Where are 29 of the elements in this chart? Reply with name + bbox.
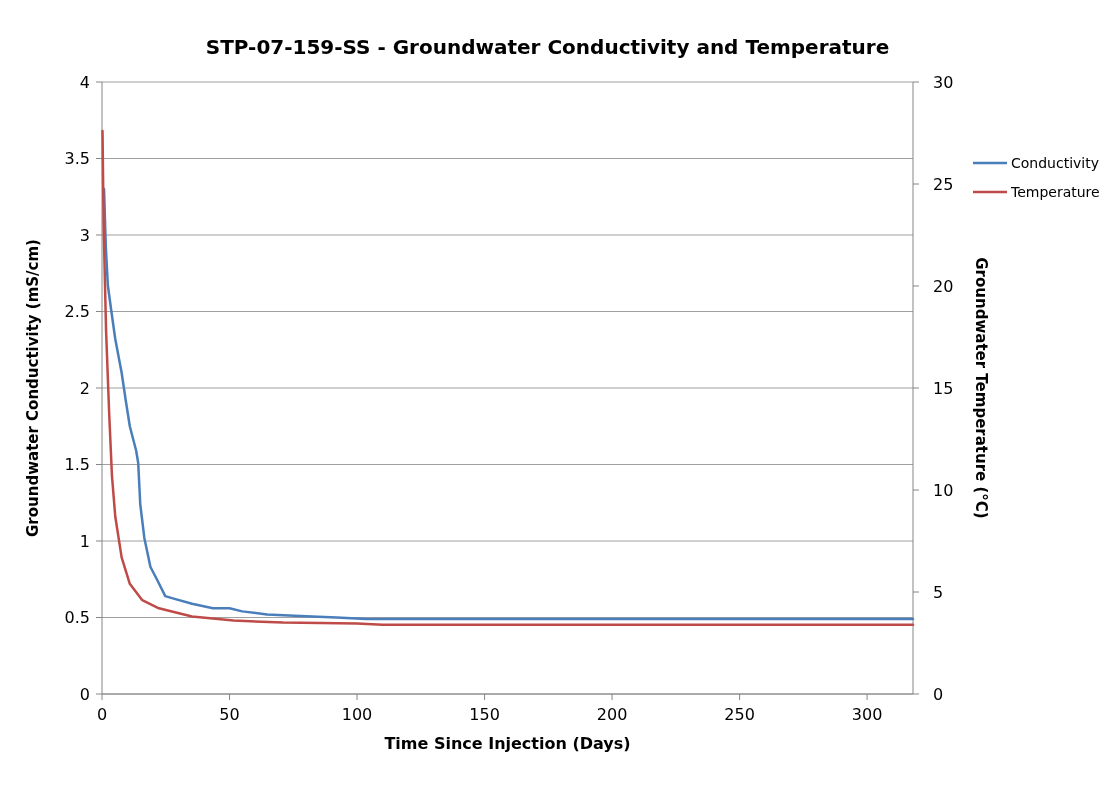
y-tick-label: 1 (79, 531, 90, 551)
y2-tick-label: 30 (933, 72, 954, 92)
y2-tick-label: 10 (933, 480, 954, 500)
y2-tick-label: 5 (933, 582, 944, 602)
x-axis-title: Time Since Injection (Days) (384, 734, 631, 753)
x-tick-label: 50 (219, 705, 240, 724)
y-tick-label: 0.5 (64, 608, 90, 628)
y-tick-label: 3 (79, 225, 90, 245)
y-tick-label: 2.5 (64, 302, 90, 322)
x-tick-label: 300 (851, 705, 883, 724)
y-tick-label: 1.5 (64, 455, 90, 475)
x-tick-label: 200 (596, 705, 628, 724)
y2-tick-label: 15 (933, 378, 954, 398)
y-axis-title: Groundwater Conductivity (mS/cm) (24, 239, 42, 537)
y-tick-label: 4 (79, 72, 90, 92)
chart-title: STP-07-159-SS - Groundwater Conductivity and Temperature (205, 35, 890, 59)
x-tick-label: 250 (724, 705, 755, 724)
x-tick-label: 0 (96, 705, 108, 724)
legend-label: Temperature (1010, 184, 1100, 200)
y-tick-label: 0 (79, 684, 90, 704)
y-tick-label: 2 (79, 378, 90, 398)
y2-tick-label: 25 (933, 174, 954, 194)
y2-tick-label: 20 (933, 276, 954, 296)
y2-tick-label: 0 (933, 684, 944, 704)
x-tick-label: 100 (341, 705, 373, 724)
legend-label: Conductivity (1011, 155, 1099, 171)
y-tick-label: 3.5 (64, 149, 90, 169)
x-tick-label: 150 (469, 705, 500, 724)
y2-axis-title: Groundwater Temperature (°C) (972, 257, 990, 519)
